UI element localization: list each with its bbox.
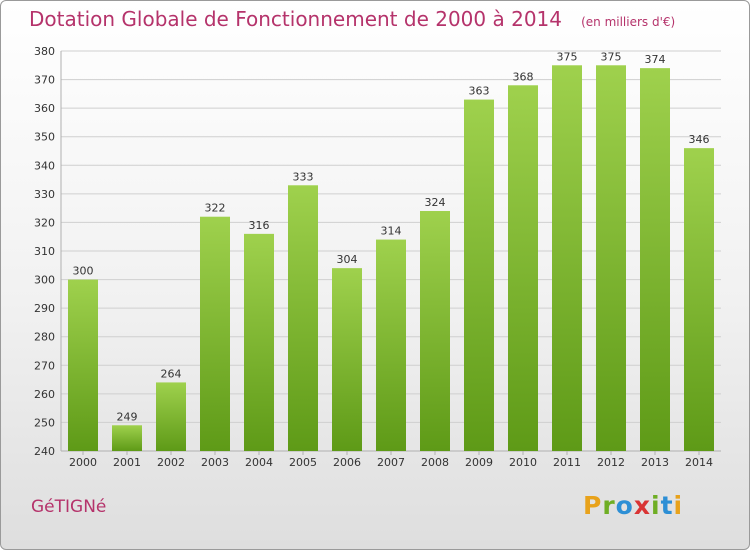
commune-name: GéTIGNé	[31, 497, 107, 517]
logo-letter: t	[660, 491, 674, 520]
bar-2010	[508, 85, 538, 452]
value-label: 375	[557, 50, 578, 63]
y-tick-label: 370	[34, 74, 55, 87]
bar-2008	[420, 211, 450, 451]
chart-header: Dotation Globale de Fonctionnement de 20…	[29, 7, 675, 31]
bar-2002	[156, 382, 186, 451]
x-tick-label: 2005	[289, 456, 317, 469]
x-tick-label: 2012	[597, 456, 625, 469]
y-tick-label: 250	[34, 416, 55, 429]
chart-unit: (en milliers d'€)	[581, 15, 676, 29]
value-label: 300	[73, 265, 94, 278]
y-tick-label: 320	[34, 216, 55, 229]
y-tick-label: 360	[34, 102, 55, 115]
value-label: 374	[645, 53, 666, 66]
y-tick-label: 240	[34, 445, 55, 458]
x-tick-label: 2004	[245, 456, 273, 469]
logo-letter: x	[633, 491, 651, 520]
y-tick-label: 310	[34, 245, 55, 258]
x-tick-label: 2011	[553, 456, 581, 469]
value-label: 304	[337, 253, 358, 266]
value-label: 346	[689, 133, 710, 146]
bar-2009	[464, 99, 494, 452]
y-tick-label: 270	[34, 359, 55, 372]
x-tick-label: 2006	[333, 456, 361, 469]
value-label: 314	[381, 225, 402, 238]
bar-2006	[332, 268, 362, 451]
bar-2001	[112, 425, 142, 451]
chart-title: Dotation Globale de Fonctionnement de 20…	[29, 7, 562, 31]
y-tick-label: 380	[34, 45, 55, 58]
y-tick-label: 280	[34, 331, 55, 344]
bars	[68, 65, 714, 452]
y-tick-label: 330	[34, 188, 55, 201]
x-tick-label: 2009	[465, 456, 493, 469]
bar-2005	[288, 185, 318, 452]
x-tick-label: 2001	[113, 456, 141, 469]
value-label: 249	[117, 410, 138, 423]
bar-2004	[244, 233, 274, 451]
x-tick-label: 2002	[157, 456, 185, 469]
logo-letter: i	[673, 491, 684, 520]
x-tick-label: 2008	[421, 456, 449, 469]
y-tick-label: 290	[34, 302, 55, 315]
labels: 240 250 260 270 280 290 300 310 320 330 340 350 360 3…	[34, 45, 713, 469]
value-label: 333	[293, 170, 314, 183]
logo-letter: P	[583, 491, 603, 520]
bar-2013	[640, 68, 670, 452]
value-label: 375	[601, 50, 622, 63]
y-tick-label: 260	[34, 388, 55, 401]
proxiti-logo: Proxiti	[583, 491, 683, 520]
bar-2003	[200, 216, 230, 451]
bar-2007	[376, 239, 406, 451]
value-label: 264	[161, 367, 182, 380]
logo-letter: i	[651, 491, 661, 520]
value-label: 363	[469, 85, 490, 98]
x-tick-label: 2014	[685, 456, 713, 469]
value-label: 368	[513, 70, 534, 83]
x-tick-label: 2013	[641, 456, 669, 469]
value-label: 316	[249, 219, 270, 232]
y-tick-label: 340	[34, 159, 55, 172]
x-tick-label: 2010	[509, 456, 537, 469]
value-label: 324	[425, 196, 446, 209]
logo-letter: r	[602, 491, 616, 520]
y-tick-label: 300	[34, 274, 55, 287]
value-label: 322	[205, 202, 226, 215]
bar-2011	[552, 65, 582, 452]
bar-2014	[684, 148, 714, 451]
y-tick-label: 350	[34, 131, 55, 144]
bar-2000	[68, 279, 98, 451]
logo-letter: o	[615, 491, 634, 520]
bar-2012	[596, 65, 626, 452]
x-tick-label: 2007	[377, 456, 405, 469]
x-tick-label: 2000	[69, 456, 97, 469]
x-tick-label: 2003	[201, 456, 229, 469]
